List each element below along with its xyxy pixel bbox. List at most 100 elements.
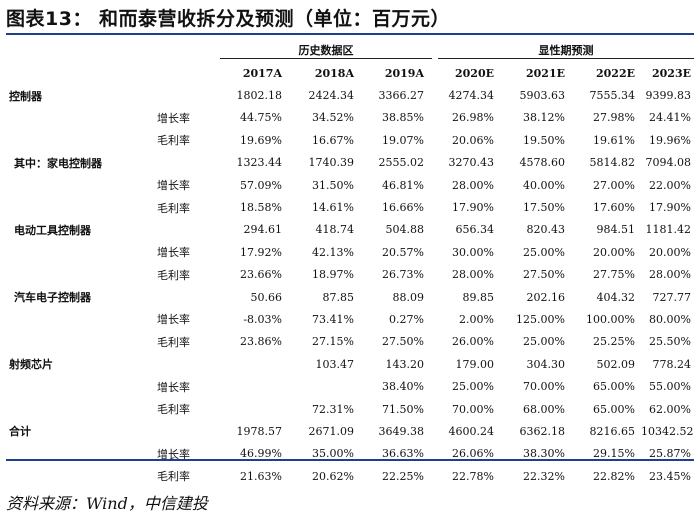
table-row: 汽车电子控制器 50.66 87.85 88.09 89.85 202.16 404.32 7… xyxy=(6,286,694,308)
value-cell: 22.78% xyxy=(452,469,494,483)
value-cell: 6362.18 xyxy=(519,424,566,438)
metric-label xyxy=(151,353,216,375)
value-cell: 7094.08 xyxy=(645,156,692,170)
group-underline-historical xyxy=(220,58,432,59)
metric-label: 增长率 xyxy=(157,380,190,394)
row-label xyxy=(6,331,151,353)
year-header: 2018A xyxy=(314,66,354,80)
metric-label xyxy=(151,219,216,241)
value-cell: 17.60% xyxy=(593,201,635,215)
row-label: 其中：家电控制器 xyxy=(14,156,102,170)
value-cell: 22.00% xyxy=(649,178,691,192)
value-cell: 20.06% xyxy=(452,133,494,147)
table-row: 毛利率 72.31% 71.50% 70.00% 68.00% 65.00% 62.00% xyxy=(6,398,694,420)
value-cell: 35.00% xyxy=(312,447,354,461)
row-label xyxy=(6,174,151,196)
metric-label: 增长率 xyxy=(157,447,190,461)
value-cell: 28.00% xyxy=(452,268,494,282)
value-cell: 5814.82 xyxy=(589,156,636,170)
value-cell: 103.47 xyxy=(315,357,355,371)
table-row: 控制器 1802.18 2424.34 3366.27 4274.34 5903.63 75… xyxy=(6,84,694,106)
value-cell: 504.88 xyxy=(385,223,425,237)
row-label: 合计 xyxy=(9,425,31,439)
value-cell: 38.40% xyxy=(382,380,424,394)
row-label xyxy=(6,107,151,129)
value-cell: 38.12% xyxy=(523,111,565,125)
value-cell: 44.75% xyxy=(240,111,282,125)
value-cell: 30.00% xyxy=(452,245,494,259)
row-label xyxy=(6,308,151,330)
value-cell: 23.86% xyxy=(240,335,282,349)
bottom-rule xyxy=(6,459,694,461)
value-cell: 25.25% xyxy=(593,335,635,349)
value-cell: 42.13% xyxy=(312,245,354,259)
value-cell: 22.32% xyxy=(523,469,565,483)
source-note: 资料来源：Wind，中信建投 xyxy=(6,494,208,513)
value-cell xyxy=(216,353,285,375)
row-label: 汽车电子控制器 xyxy=(14,291,91,305)
value-cell: 0.27% xyxy=(389,312,424,326)
year-header: 2023E xyxy=(652,66,691,80)
table-row: 增长率 -8.03% 73.41% 0.27% 2.00% 125.00% 100.00% 8… xyxy=(6,308,694,330)
revenue-table: 2017A 2018A 2019A 2020E 2021E 2022E 2023… xyxy=(6,62,694,487)
value-cell: 100.00% xyxy=(586,312,635,326)
value-cell xyxy=(285,375,357,397)
metric-label xyxy=(151,84,216,106)
group-header-forecast: 显性期预测 xyxy=(538,44,594,57)
value-cell: 2424.34 xyxy=(308,89,355,103)
value-cell: 25.00% xyxy=(523,335,565,349)
metric-label xyxy=(151,286,216,308)
value-cell: 1978.57 xyxy=(236,424,283,438)
value-cell: 10342.52 xyxy=(641,424,694,438)
value-cell: 727.77 xyxy=(652,290,692,304)
metric-label: 增长率 xyxy=(157,111,190,125)
row-label xyxy=(6,465,151,487)
value-cell: 70.00% xyxy=(523,380,565,394)
value-cell: 40.00% xyxy=(523,178,565,192)
value-cell: 20.57% xyxy=(382,245,424,259)
table-row: 毛利率 21.63% 20.62% 22.25% 22.78% 22.32% 22.82% 2… xyxy=(6,465,694,487)
value-cell: 72.31% xyxy=(312,402,354,416)
value-cell: 25.50% xyxy=(649,335,691,349)
metric-label xyxy=(151,152,216,174)
table-row: 电动工具控制器 294.61 418.74 504.88 656.34 820.43 984… xyxy=(6,219,694,241)
value-cell: 27.00% xyxy=(593,178,635,192)
metric-label: 毛利率 xyxy=(157,201,190,215)
value-cell: 87.85 xyxy=(322,290,355,304)
table-row: 毛利率 18.58% 14.61% 16.66% 17.90% 17.50% 17.60% 1… xyxy=(6,196,694,218)
year-header: 2022E xyxy=(596,66,635,80)
value-cell: -8.03% xyxy=(243,312,282,326)
value-cell: 2.00% xyxy=(459,312,494,326)
value-cell: 179.00 xyxy=(455,357,495,371)
table-row: 增长率 44.75% 34.52% 38.85% 26.98% 38.12% 27.98% 2… xyxy=(6,107,694,129)
value-cell: 17.50% xyxy=(523,201,565,215)
value-cell: 73.41% xyxy=(312,312,354,326)
value-cell: 778.24 xyxy=(652,357,692,371)
value-cell: 65.00% xyxy=(593,402,635,416)
value-cell: 26.00% xyxy=(452,335,494,349)
top-rule xyxy=(6,33,694,35)
value-cell: 36.63% xyxy=(382,447,424,461)
figure-title: 图表13： 和而泰营收拆分及预测（单位：百万元） xyxy=(6,8,451,30)
value-cell: 304.30 xyxy=(526,357,566,371)
value-cell: 57.09% xyxy=(240,178,282,192)
table-row: 射频芯片 103.47 143.20 179.00 304.30 502.09 778.24 xyxy=(6,353,694,375)
value-cell: 984.51 xyxy=(596,223,636,237)
value-cell: 71.50% xyxy=(382,402,424,416)
year-header-row: 2017A 2018A 2019A 2020E 2021E 2022E 2023… xyxy=(6,62,694,84)
value-cell: 19.50% xyxy=(523,133,565,147)
value-cell: 294.61 xyxy=(243,223,283,237)
value-cell: 28.00% xyxy=(452,178,494,192)
value-cell: 14.61% xyxy=(312,201,354,215)
metric-label: 毛利率 xyxy=(157,470,190,484)
metric-label: 毛利率 xyxy=(157,268,190,282)
table-row: 增长率 46.99% 35.00% 36.63% 26.06% 38.30% 29.15% 2… xyxy=(6,443,694,465)
metric-label: 毛利率 xyxy=(157,134,190,148)
year-header: 2020E xyxy=(455,66,494,80)
value-cell: 27.50% xyxy=(523,268,565,282)
metric-label: 增长率 xyxy=(157,313,190,327)
value-cell: 19.69% xyxy=(240,133,282,147)
row-label xyxy=(6,443,151,465)
value-cell: 25.87% xyxy=(649,447,691,461)
metric-label: 毛利率 xyxy=(157,335,190,349)
